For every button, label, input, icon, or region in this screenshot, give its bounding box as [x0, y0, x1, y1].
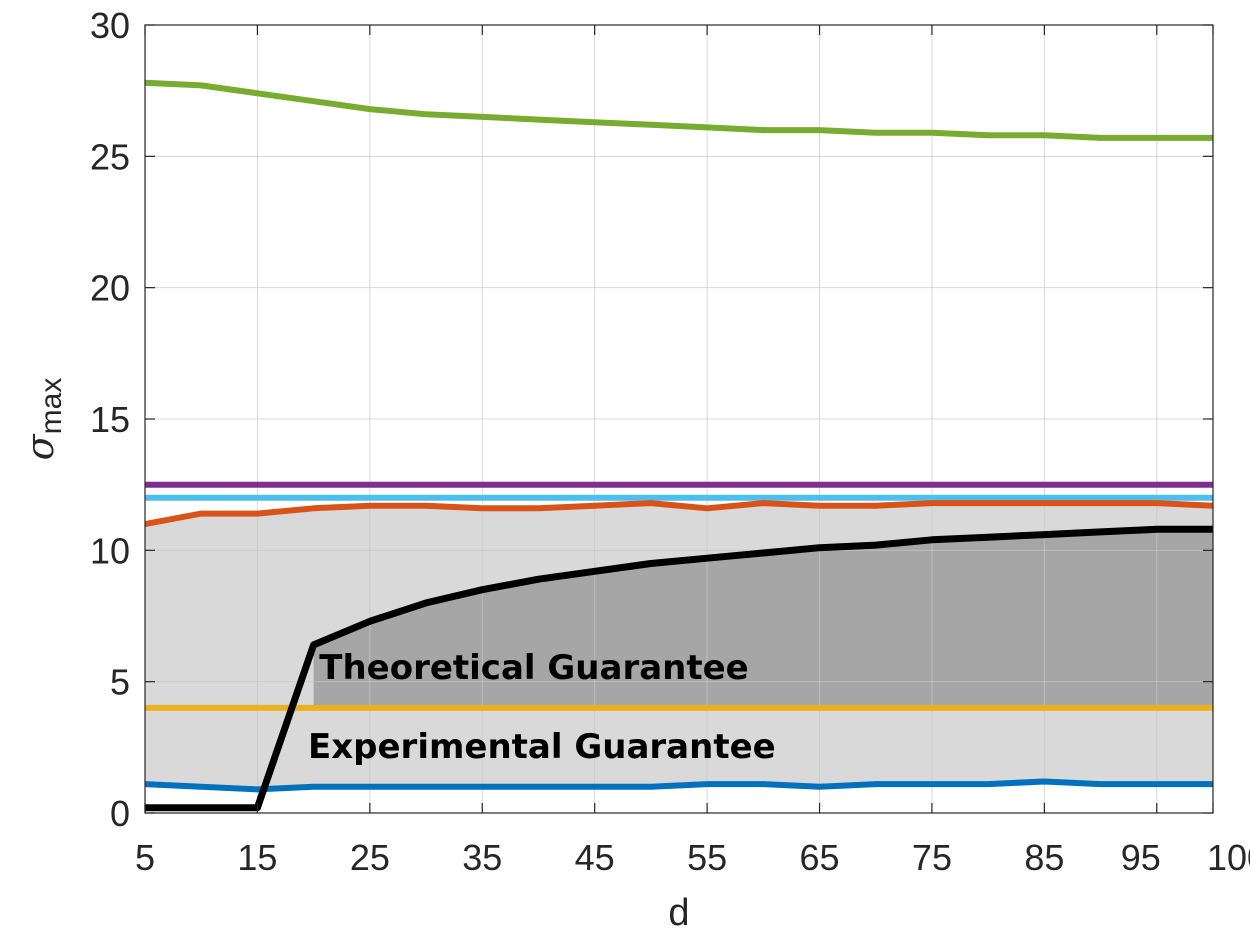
x-axis-ticks: 5 15 25 35 45 55 65 75 85 95 100 [135, 25, 1250, 878]
series-lines [144, 79, 1214, 812]
series-line-6 [145, 525, 1213, 812]
x-tick-label-1: 15 [237, 837, 277, 878]
x-tick-label-2: 25 [350, 837, 390, 878]
region-1 [313, 529, 1214, 708]
x-tick-label-6: 65 [800, 837, 840, 878]
y-tick-label-6: 30 [90, 5, 130, 46]
annotation-0: Theoretical Guarantee [319, 648, 748, 688]
x-tick-label-0: 5 [135, 837, 155, 878]
y-tick-label-2: 10 [90, 530, 130, 571]
x-tick-label-4: 45 [575, 837, 615, 878]
series-line-0 [144, 79, 1213, 141]
y-axis-label-subscript: max [35, 378, 68, 435]
x-tick-label-7: 75 [912, 837, 952, 878]
y-axis-label-group: σmax [18, 378, 68, 461]
x-axis-label: d [668, 892, 689, 934]
x-tick-label-10: 100 [1207, 837, 1250, 878]
x-tick-label-9: 95 [1121, 837, 1161, 878]
series-line-5 [144, 778, 1213, 793]
series-line-3 [144, 500, 1214, 528]
y-tick-label-5: 25 [90, 136, 130, 177]
y-axis-label: σmax [18, 378, 68, 461]
y-tick-label-0: 0 [110, 793, 130, 834]
y-tick-label-1: 5 [110, 662, 130, 703]
y-axis-ticks: 0 5 10 15 20 25 30 [90, 5, 1213, 834]
y-tick-label-4: 20 [90, 268, 130, 309]
x-tick-label-8: 85 [1024, 837, 1064, 878]
annotation-1: Experimental Guarantee [308, 727, 776, 767]
x-tick-label-3: 35 [462, 837, 502, 878]
y-tick-label-3: 15 [90, 399, 130, 440]
shaded-regions [145, 503, 1214, 790]
y-axis-label-symbol: σ [18, 433, 62, 460]
x-tick-label-5: 55 [687, 837, 727, 878]
annotations: Theoretical Guarantee Experimental Guaran… [308, 648, 776, 767]
